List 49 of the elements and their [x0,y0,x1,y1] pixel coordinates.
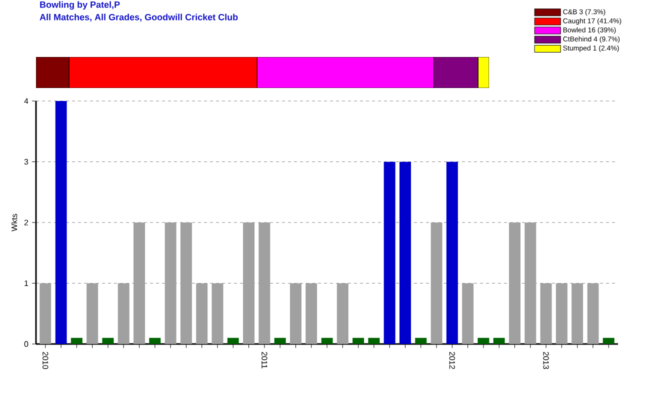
bar [134,222,146,344]
bar [55,101,67,344]
bar [306,283,318,344]
bar [540,283,552,344]
bar [212,283,224,344]
x-tick-label: 2013 [543,352,549,369]
bar [446,162,458,344]
bar [524,222,536,344]
bar [493,338,505,344]
chart-title: Bowling by Patel,P [40,1,120,10]
y-tick-label: 4 [24,98,28,104]
y-tick-label: 0 [24,341,28,347]
bar [290,283,302,344]
bar [164,222,176,344]
x-tick-label: 2012 [449,352,455,369]
x-tick-label: 2011 [262,352,268,368]
bar [258,222,270,344]
bar [508,222,520,344]
bar [352,338,364,344]
bar [40,283,52,344]
bar [180,222,192,344]
bar [430,222,442,344]
bar [478,338,490,344]
bar [102,338,114,344]
bar [602,338,614,344]
bar [70,338,82,344]
bar [462,283,474,344]
bar [227,338,239,344]
bar [149,338,161,344]
bar [556,283,568,344]
bar [321,338,333,344]
bar [196,283,208,344]
y-axis-title: Wkts [11,214,18,232]
bar [243,222,255,344]
y-tick-label: 2 [24,220,28,226]
bar [336,283,348,344]
bar [399,162,411,344]
bar [384,162,396,344]
x-tick-label: 2010 [42,352,48,370]
bar [587,283,599,344]
bar [274,338,286,344]
bar [368,338,380,344]
bar [572,283,584,344]
y-tick-label: 3 [24,158,28,165]
bar [118,283,130,344]
y-tick-label: 1 [24,280,28,286]
chart-subtitle: All Matches, All Grades, Goodwill Cricket Club [40,14,238,22]
bar [86,283,98,344]
bar [415,338,427,344]
